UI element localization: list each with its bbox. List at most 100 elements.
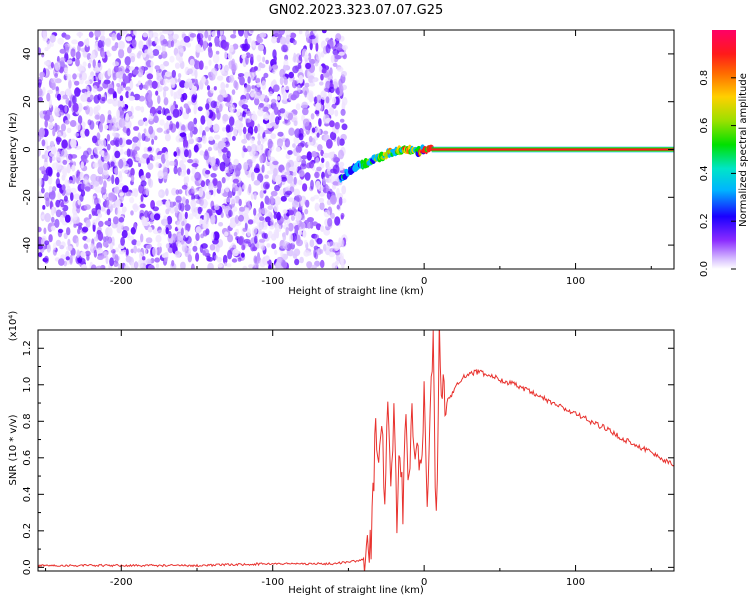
noise-cell [262,56,266,63]
noise-cell [44,240,50,245]
noise-cell [324,109,329,116]
y-tick-label: 0.2 [22,523,33,539]
noise-cell [313,248,317,258]
noise-cell [66,245,73,252]
noise-cell [85,219,91,228]
noise-cell [207,46,212,53]
noise-cell [38,148,41,157]
noise-cell [102,170,109,180]
noise-cell [182,196,186,202]
noise-cell [327,152,335,159]
noise-cell [77,199,81,205]
noise-cell [76,249,80,259]
noise-cell [231,258,238,263]
noise-cell [292,39,297,46]
noise-cell [74,80,80,86]
noise-cell [170,87,174,97]
noise-cell [130,192,136,197]
noise-cell [98,72,104,81]
noise-cell [317,144,323,152]
noise-cell [222,127,226,132]
noise-cell [284,138,291,148]
noise-cell [121,230,128,239]
noise-cell [245,55,249,65]
noise-cell [238,236,244,245]
noise-cell [257,126,265,135]
noise-cell [80,183,85,190]
noise-cell [41,154,46,159]
noise-cell [133,245,138,254]
noise-cell [174,206,179,214]
noise-cell [306,151,312,161]
noise-cell [106,208,111,216]
noise-cell [334,109,339,117]
noise-cell [239,76,245,86]
noise-cell [208,59,212,66]
noise-cell [79,171,84,180]
noise-cell [137,119,144,127]
noise-cell [305,62,312,70]
noise-cell [148,125,154,135]
noise-cell [275,116,280,125]
noise-cell [187,254,192,263]
noise-cell [115,67,123,73]
noise-cell [183,176,187,184]
noise-cell [44,119,48,128]
noise-cell [232,182,236,193]
noise-cell [314,171,320,179]
noise-cell [84,250,91,257]
noise-cell [147,176,152,187]
noise-cell [307,222,311,229]
chart-title: GN02.2023.323.07.07.G25 [269,3,444,18]
noise-cell [309,239,315,248]
noise-cell [88,74,94,84]
noise-cell [156,70,160,80]
spectrogram-y-axis-label: Frequency (Hz) [8,112,19,188]
noise-cell [130,227,136,235]
noise-cell [137,259,144,269]
noise-cell [192,245,198,252]
noise-cell [82,178,88,185]
noise-cell [165,208,170,215]
noise-cell [212,53,220,64]
noise-cell [217,263,223,268]
noise-cell [93,147,98,154]
noise-cell [187,68,194,75]
noise-cell [315,157,320,165]
noise-cell [68,79,72,89]
noise-cell [111,174,115,185]
noise-cell [279,189,285,196]
colorbar-tick-label: 0.6 [699,118,710,134]
noise-cell [170,40,175,48]
noise-cell [263,181,270,190]
noise-cell [50,225,56,231]
noise-cell [46,40,52,50]
noise-cell [188,81,193,89]
colorbar-label: Normalized spectral amplitude [738,73,749,227]
noise-cell [82,61,87,68]
noise-cell [191,166,196,175]
noise-cell [72,57,76,62]
noise-cell [48,98,53,109]
noise-cell [138,66,145,73]
noise-cell [220,211,224,218]
noise-cell [232,135,236,141]
noise-cell [258,102,264,108]
noise-cell [204,126,210,132]
noise-cell [216,257,222,262]
noise-cell [310,179,314,190]
noise-cell [115,199,121,208]
noise-cell [216,243,220,253]
noise-cell [296,239,303,247]
noise-cell [187,149,192,159]
noise-cell [146,79,152,87]
noise-cell [76,73,80,78]
noise-cell [247,219,254,225]
noise-cell [41,139,46,147]
noise-cell [293,120,298,127]
noise-cell [238,126,243,136]
noise-cell [238,30,244,37]
noise-cell [125,255,132,263]
noise-cell [102,240,109,248]
